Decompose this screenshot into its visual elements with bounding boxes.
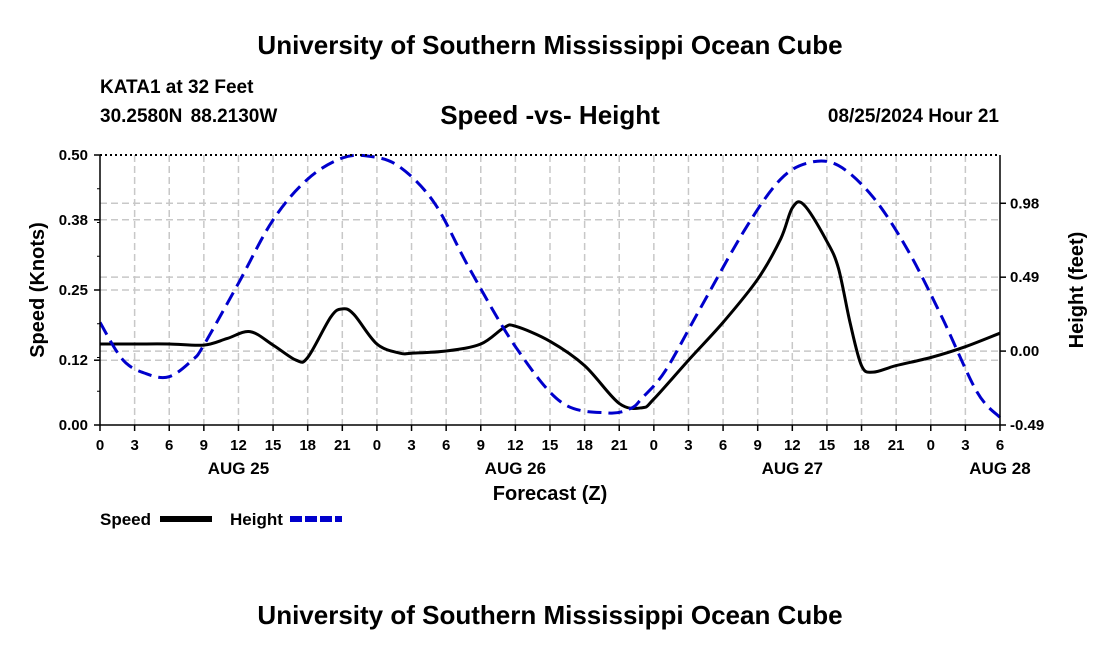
day-label: AUG 25 [208, 459, 269, 478]
x-tick-label: 0 [927, 437, 935, 454]
grid-layer [100, 155, 1000, 425]
day-label: AUG 27 [762, 459, 823, 478]
x-tick-label: 18 [299, 437, 316, 454]
x-tick-label: 21 [334, 437, 351, 454]
x-tick-label: 3 [130, 437, 138, 454]
y2-tick-label: 0.98 [1010, 195, 1039, 212]
x-tick-label: 3 [684, 437, 692, 454]
x-tick-label: 15 [819, 437, 836, 454]
series-line-height [98, 153, 1002, 419]
y-axis-title: Speed (Knots) [27, 222, 49, 358]
x-tick-label: 12 [230, 437, 247, 454]
x-tick-label: 6 [442, 437, 450, 454]
y2-tick-label: -0.49 [1010, 417, 1044, 434]
x-tick-label: 3 [407, 437, 415, 454]
x-tick-label: 12 [507, 437, 524, 454]
y2-axis-title: Height (feet) [1066, 232, 1088, 349]
y-tick-label: 0.50 [59, 147, 88, 164]
x-tick-label: 9 [200, 437, 208, 454]
axes-layer [94, 154, 1006, 431]
x-axis-title: Forecast (Z) [493, 483, 607, 505]
x-tick-label: 15 [542, 437, 559, 454]
day-label: AUG 28 [969, 459, 1030, 478]
x-tick-label: 0 [373, 437, 381, 454]
y-tick-label: 0.00 [59, 417, 88, 434]
x-tick-label: 9 [477, 437, 485, 454]
x-tick-label: 6 [719, 437, 727, 454]
x-tick-label: 21 [888, 437, 905, 454]
x-tick-label: 18 [576, 437, 593, 454]
x-tick-label: 15 [265, 437, 282, 454]
y-tick-label: 0.12 [59, 352, 88, 369]
x-tick-label: 3 [961, 437, 969, 454]
station-label: KATA1 at 32 Feet [100, 77, 254, 98]
y-tick-label: 0.25 [59, 282, 88, 299]
legend-label-height: Height [230, 510, 283, 529]
page-title: University of Southern Mississippi Ocean… [257, 30, 843, 60]
y-tick-label: 0.38 [59, 212, 88, 229]
series-layer [98, 153, 1002, 419]
series-line-speed [99, 200, 1001, 410]
y2-tick-label: 0.49 [1010, 269, 1039, 286]
legend-label-speed: Speed [100, 510, 151, 529]
legend-layer: Speed Height [100, 510, 342, 529]
x-tick-label: 9 [754, 437, 762, 454]
chart-title: Speed -vs- Height [440, 100, 660, 130]
x-tick-label: 0 [650, 437, 658, 454]
x-tick-label: 6 [996, 437, 1004, 454]
footer-title: University of Southern Mississippi Ocean… [257, 600, 843, 630]
forecast-datetime: 08/25/2024 Hour 21 [827, 106, 999, 127]
x-tick-label: 21 [611, 437, 628, 454]
x-tick-label: 12 [784, 437, 801, 454]
x-tick-label: 6 [165, 437, 173, 454]
x-tick-label: 0 [96, 437, 104, 454]
day-label: AUG 26 [485, 459, 546, 478]
y2-tick-label: 0.00 [1010, 343, 1039, 360]
x-tick-label: 18 [853, 437, 870, 454]
coordinates-label: 30.2580N 88.2130W [100, 106, 278, 127]
label-layer: 0.50 0.38 0.25 0.12 0.00 0.98 0.49 0.00 -0.49 0 3 6… [27, 147, 1088, 505]
